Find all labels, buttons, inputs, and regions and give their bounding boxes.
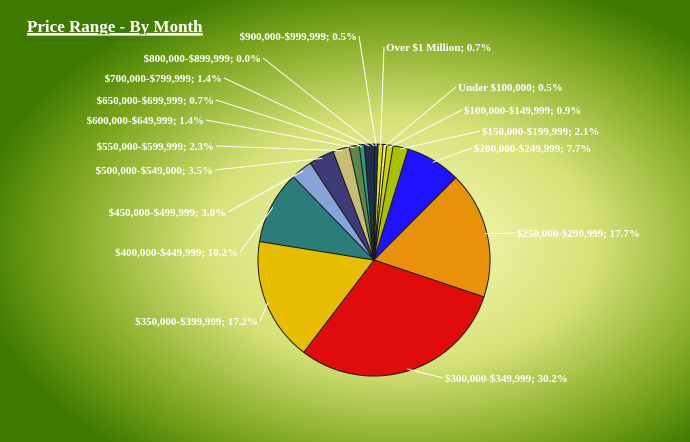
leader-line-450-000-499-999	[227, 170, 304, 213]
leader-line-150-000-199-999	[400, 130, 481, 150]
leader-line-650-000-699-999	[215, 99, 363, 148]
data-label-650-000-699-999: $650,000-$699,999; 0.7%	[97, 95, 214, 107]
data-label-700-000-799-999: $700,000-$799,999; 1.4%	[105, 73, 222, 85]
leader-line-500-000-549-000	[214, 157, 323, 171]
slice-300-000-349-999	[303, 259, 485, 377]
data-label-600-000-649-999: $600,000-$649,999; 1.4%	[87, 115, 204, 127]
data-label-under-100-000: Under $100,000; 0.5%	[458, 82, 563, 94]
data-label-800-000-899-999: $800,000-$899,999; 0.0%	[144, 53, 261, 65]
leader-line-550-000-599-999	[215, 145, 342, 152]
leader-line-900-000-999-999	[358, 35, 377, 147]
leader-line-over-1-million	[380, 46, 385, 147]
data-label-over-1-million: Over $1 Million; 0.7%	[386, 42, 492, 54]
leader-lines	[205, 35, 516, 379]
data-label-350-000-399-999: $350,000-$399,999; 17.2%	[135, 316, 258, 328]
leader-line-350-000-399-999	[259, 302, 269, 322]
data-label-300-000-349-999: $300,000-$349,999; 30.2%	[445, 373, 568, 385]
leader-line-600-000-649-999	[205, 119, 355, 149]
slice-400-000-449-999	[258, 175, 376, 261]
data-labels: Over $1 Million; 0.7% Under $100,000; 0.5…	[87, 31, 640, 385]
pie-slices	[257, 143, 491, 377]
data-label-900-000-999-999: $900,000-$999,999; 0.5%	[240, 31, 357, 43]
data-label-200-000-249-999: $200,000-$249,999; 7.7%	[474, 143, 591, 155]
leader-line-250-000-299-999	[484, 232, 516, 235]
slice-350-000-399-999	[257, 240, 375, 354]
chart-title: Price Range - By Month	[27, 17, 203, 36]
data-label-100-000-149-999: $100,000-$149,999; 0.9%	[464, 105, 581, 117]
data-label-250-000-299-999: $250,000-$299,999; 17.7%	[517, 228, 640, 240]
data-label-500-000-549-000: $500,000-$549,000; 3.5%	[96, 165, 213, 177]
leader-line-700-000-799-999	[223, 77, 370, 147]
leader-line-400-000-449-999	[239, 207, 274, 253]
leader-line-100-000-149-999	[389, 109, 463, 148]
data-label-550-000-599-999: $550,000-$599,999; 2.3%	[97, 141, 214, 153]
data-label-150-000-199-999: $150,000-$199,999; 2.1%	[482, 126, 599, 138]
leader-line-200-000-249-999	[432, 147, 473, 163]
data-label-450-000-499-999: $450,000-$499,999; 3.0%	[109, 207, 226, 219]
leader-line-300-000-349-999	[407, 368, 444, 379]
data-label-400-000-449-999: $400,000-$449,999; 10.2%	[115, 247, 238, 259]
leader-line-800-000-899-999	[262, 57, 375, 147]
leader-line-under-100-000	[384, 86, 457, 147]
